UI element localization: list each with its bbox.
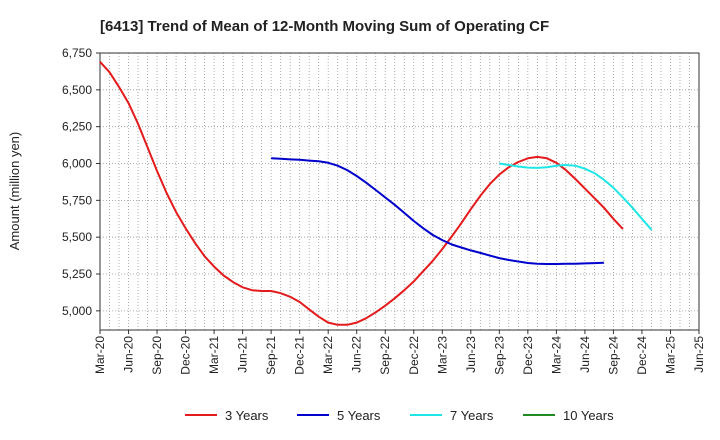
grid [100, 52, 699, 330]
legend-label: 3 Years [225, 408, 269, 423]
series-line-3-years [99, 61, 624, 326]
series-line-5-years [271, 157, 604, 265]
x-tick-label: Dec-24 [635, 336, 649, 375]
y-axis-label: Amount (million yen) [7, 132, 22, 251]
x-tick-label: Jun-23 [464, 336, 478, 373]
y-tick-label: 5,500 [62, 230, 92, 244]
y-tick-label: 6,000 [62, 157, 92, 171]
x-tick-label: Jun-21 [236, 336, 250, 373]
y-tick-label: 5,750 [62, 193, 92, 207]
y-axis: 5,000 5,250 5,500 5,750 6,000 6,250 6,500 6,750 [62, 46, 100, 318]
x-axis: Mar-20 Jun-20 Sep-20 Dec-20 Mar-21 Jun-21 Sep-… [93, 330, 706, 375]
y-tick-label: 6,750 [62, 46, 92, 60]
series-group [99, 61, 653, 326]
plot-frame [99, 52, 700, 331]
y-tick-label: 6,250 [62, 120, 92, 134]
x-tick-label: Mar-24 [549, 336, 563, 374]
x-tick-label: Mar-21 [207, 336, 221, 374]
x-tick-label: Dec-21 [293, 336, 307, 375]
legend-label: 7 Years [450, 408, 494, 423]
legend-label: 10 Years [563, 408, 614, 423]
x-tick-label: Sep-20 [150, 336, 164, 375]
x-tick-label: Mar-23 [435, 336, 449, 374]
x-tick-label: Jun-22 [350, 336, 364, 373]
x-tick-label: Sep-21 [264, 336, 278, 375]
x-tick-label: Jun-24 [578, 336, 592, 373]
series-line-7-years [499, 162, 653, 231]
x-tick-label: Dec-22 [407, 336, 421, 375]
y-tick-label: 6,500 [62, 83, 92, 97]
x-tick-label: Jun-20 [122, 336, 136, 373]
x-tick-label: Sep-23 [492, 336, 506, 375]
y-tick-label: 5,000 [62, 304, 92, 318]
x-tick-label: Dec-23 [521, 336, 535, 375]
x-tick-label: Mar-25 [663, 336, 677, 374]
x-tick-label: Jun-25 [692, 336, 706, 373]
x-tick-label: Mar-22 [321, 336, 335, 374]
legend: 3 Years 5 Years 7 Years 10 Years [185, 408, 614, 423]
chart-title: [6413] Trend of Mean of 12-Month Moving … [100, 18, 549, 35]
x-tick-label: Dec-20 [179, 336, 193, 375]
x-tick-label: Sep-24 [606, 336, 620, 375]
y-tick-label: 5,250 [62, 267, 92, 281]
x-tick-label: Mar-20 [93, 336, 107, 374]
legend-label: 5 Years [337, 408, 381, 423]
x-tick-label: Sep-22 [378, 336, 392, 375]
